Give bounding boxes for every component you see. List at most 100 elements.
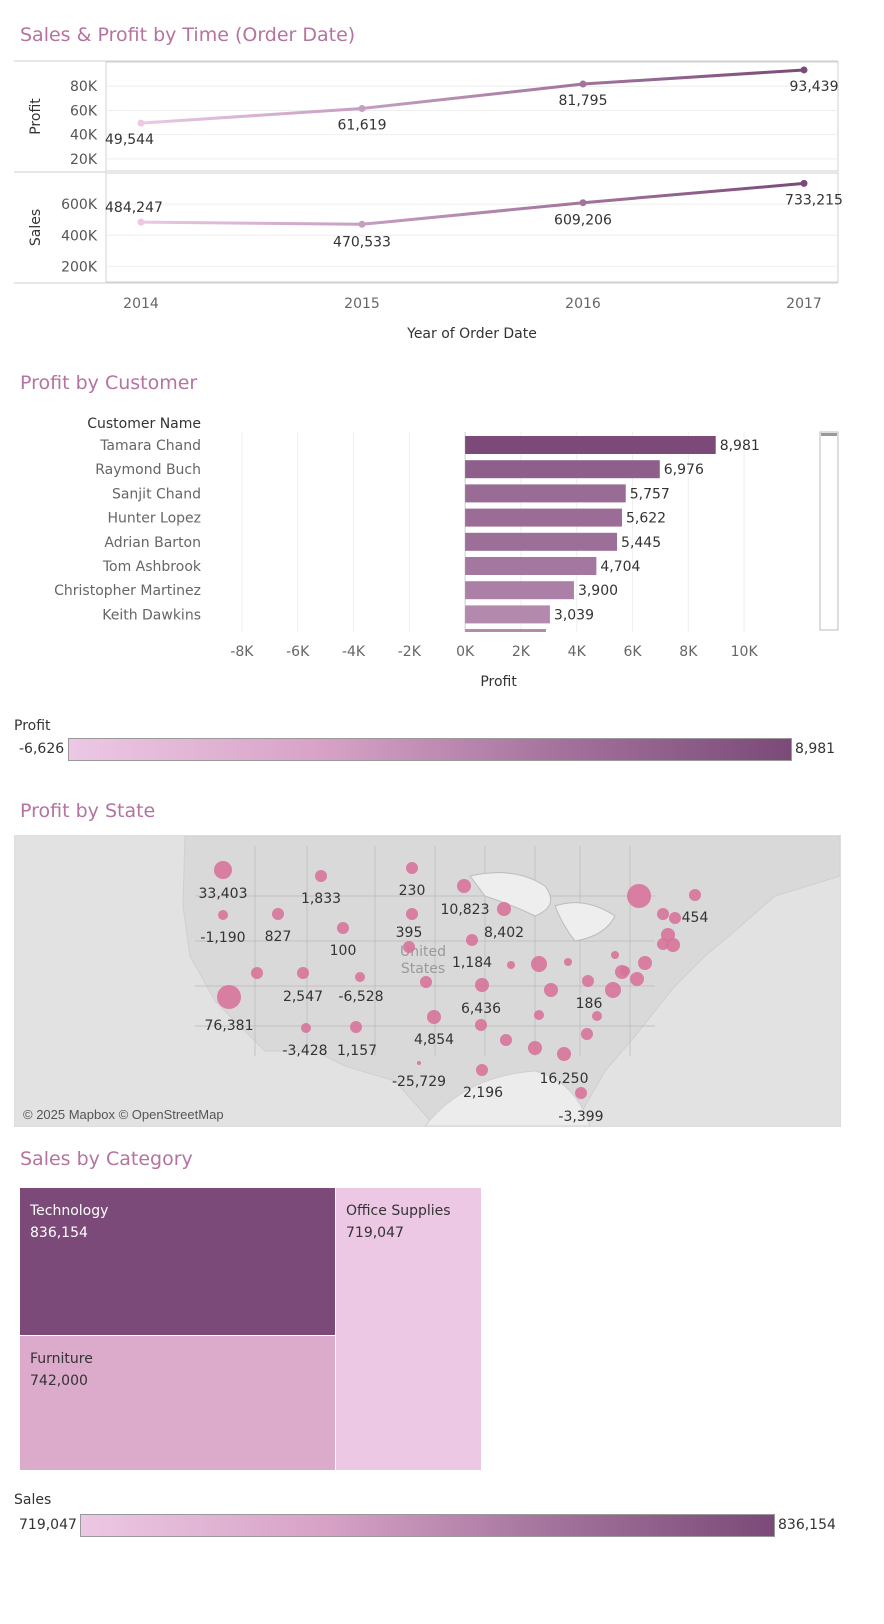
state-profit-dot	[638, 956, 652, 970]
profit-bar	[465, 484, 626, 503]
state-profit-dot	[403, 941, 415, 953]
state-profit-dot	[605, 982, 621, 998]
y-tick-label: 40K	[70, 128, 98, 144]
state-profit-dot	[217, 985, 241, 1009]
data-label: 484,247	[105, 200, 163, 216]
state-profit-dot	[251, 967, 263, 979]
sales-color-ramp	[80, 1514, 775, 1537]
gulf-of-mexico	[424, 1070, 591, 1126]
state-profit-dot	[657, 938, 669, 950]
sales-legend-max: 836,154	[778, 1517, 836, 1533]
state-profit-label: 33,403	[199, 886, 248, 902]
data-label: 733,215	[785, 192, 843, 208]
x-tick-label: -4K	[342, 644, 366, 660]
time-chart: 80K 60K 40K 20K Profit 49,544 61,619 81,795 93,4…	[14, 60, 843, 342]
customer-name-label: Sanjit Chand	[112, 486, 201, 502]
state-profit-dot	[581, 1028, 593, 1040]
country-label: States	[401, 961, 445, 977]
state-profit-dot	[457, 879, 471, 893]
bar-value-label: 6,976	[664, 462, 704, 478]
x-tick-label: -2K	[398, 644, 422, 660]
state-profit-dot	[427, 1010, 441, 1024]
x-tick-label: 2015	[344, 296, 380, 312]
state-profit-label: -6,528	[338, 989, 383, 1005]
data-point	[358, 104, 366, 112]
data-label: 609,206	[554, 213, 612, 229]
treemap-cell-office-supplies[interactable]: Office Supplies 719,047	[336, 1188, 481, 1470]
customer-name-label: Hunter Lopez	[107, 511, 201, 527]
state-profit-label: 1,157	[337, 1043, 377, 1059]
state-profit-dot	[544, 983, 558, 997]
treemap-label-technology: Technology	[30, 1203, 109, 1219]
state-profit-label: 2,196	[463, 1085, 503, 1101]
state-profit-dot	[497, 902, 511, 916]
profit-legend-max: 8,981	[795, 741, 836, 757]
data-point	[800, 66, 808, 74]
state-profit-dot	[420, 976, 432, 988]
customer-name-label: Adrian Barton	[104, 535, 201, 551]
treemap-cell-furniture[interactable]: Furniture 742,000	[20, 1336, 335, 1470]
data-label: 61,619	[338, 117, 387, 133]
treemap-cell-technology[interactable]: Technology 836,154	[20, 1188, 335, 1335]
state-profit-label: -1,190	[200, 930, 245, 946]
x-tick-label: 0K	[456, 644, 475, 660]
y-tick-label: 400K	[61, 228, 98, 244]
scrollbar-thumb	[821, 433, 837, 436]
x-axis-title: Year of Order Date	[406, 326, 537, 342]
profit-bar	[465, 436, 716, 454]
bar-value-label: 3,900	[578, 583, 618, 599]
series-line	[140, 68, 805, 125]
y-tick-label: 60K	[70, 103, 98, 119]
state-profit-dot	[507, 961, 515, 969]
state-profit-dot	[355, 972, 365, 982]
state-profit-dot	[657, 908, 669, 920]
state-profit-dot	[575, 1087, 587, 1099]
bar-value-label: 5,757	[630, 486, 670, 502]
sales-legend-min: 719,047	[19, 1517, 77, 1533]
state-profit-dot	[528, 1041, 542, 1055]
bar-value-label: 5,445	[621, 535, 661, 551]
state-profit-dot	[500, 1034, 512, 1046]
map-attribution[interactable]: © 2025 Mapbox © OpenStreetMap	[23, 1107, 224, 1122]
state-profit-label: 8,402	[484, 925, 524, 941]
y-axis-label: Sales	[28, 209, 44, 246]
state-profit-label: 10,823	[441, 902, 490, 918]
category-treemap: Technology 836,154 Office Supplies 719,0…	[20, 1188, 481, 1470]
panel-frame	[105, 172, 839, 283]
y-tick-label: 80K	[70, 79, 98, 95]
state-map[interactable]: United States 33,403 1,833 230 10,823 454 -1,19…	[14, 835, 841, 1127]
state-profit-dot	[592, 1011, 602, 1021]
state-profit-dot	[417, 1061, 421, 1065]
state-profit-label: 186	[576, 996, 603, 1012]
state-profit-label: -25,729	[392, 1074, 446, 1090]
state-map-title: Profit by State	[20, 800, 156, 822]
x-tick-label: 2014	[123, 296, 159, 312]
treemap-value-office-supplies: 719,047	[346, 1225, 404, 1241]
state-profit-label: 76,381	[205, 1018, 254, 1034]
scrollbar-track	[819, 431, 839, 631]
y-tick-label: 20K	[70, 152, 98, 168]
state-profit-dot	[475, 978, 489, 992]
state-profit-dot	[627, 884, 651, 908]
state-profit-dot	[611, 951, 619, 959]
profit-bar	[465, 557, 597, 575]
profit-bar	[465, 532, 618, 551]
y-tick-label: 200K	[61, 259, 98, 275]
x-axis-title: Profit	[480, 674, 517, 690]
x-tick-label: 4K	[568, 644, 587, 660]
data-point	[800, 179, 808, 187]
state-profit-label: 1,184	[452, 955, 492, 971]
state-profit-dot	[582, 975, 594, 987]
customer-name-label: Keith Dawkins	[102, 607, 201, 623]
treemap-value-technology: 836,154	[30, 1225, 88, 1241]
state-profit-dot	[315, 870, 327, 882]
state-profit-dot	[666, 938, 680, 952]
state-profit-dot	[301, 1023, 311, 1033]
data-label: 93,439	[790, 79, 839, 95]
state-profit-dot	[689, 889, 701, 901]
bar-value-label: 8,981	[720, 438, 760, 454]
x-tick-label: 2017	[786, 296, 822, 312]
state-profit-label: -3,399	[558, 1109, 603, 1125]
state-profit-label: 100	[330, 943, 357, 959]
